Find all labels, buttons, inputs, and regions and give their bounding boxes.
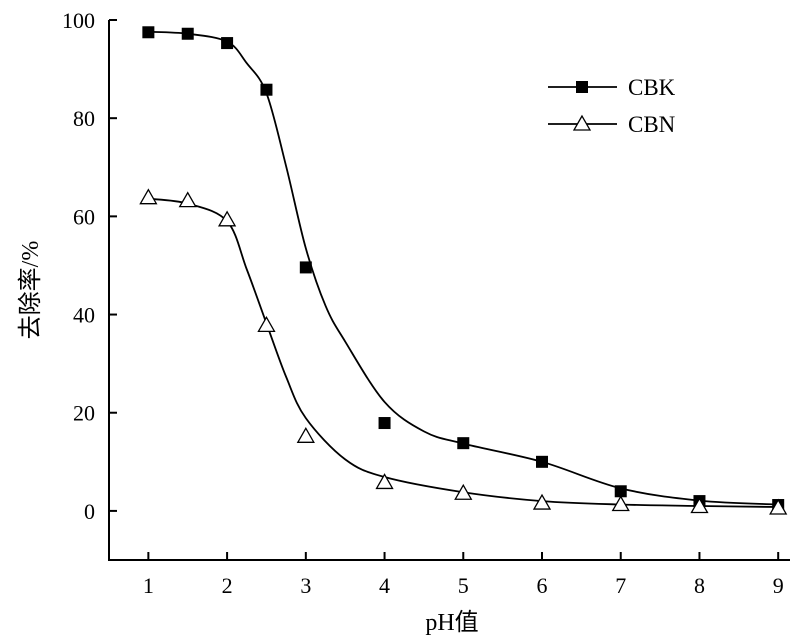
data-point-cbk	[299, 261, 312, 274]
x-tick-label: 2	[222, 573, 233, 598]
data-point-cbn	[257, 316, 276, 332]
data-point-cbn	[139, 188, 158, 205]
data-point-cbn	[375, 473, 394, 490]
data-point-cbk	[181, 27, 194, 40]
x-tick-label: 8	[694, 573, 705, 598]
y-tick-label: 60	[73, 204, 95, 229]
legend-marker-cbk	[576, 81, 588, 93]
data-point-cbn	[178, 191, 197, 208]
y-tick-label: 20	[73, 401, 95, 426]
data-point-cbk	[260, 83, 273, 96]
legend-marker-cbn	[572, 114, 592, 131]
x-tick-label: 9	[773, 573, 784, 598]
fit-curve-cbk	[148, 30, 779, 506]
data-point-cbn	[611, 495, 630, 512]
data-point-cbk	[142, 26, 155, 39]
x-tick-label: 7	[615, 573, 626, 598]
data-markers	[139, 26, 788, 515]
data-point-cbn	[690, 497, 709, 514]
data-point-cbk	[221, 37, 234, 50]
legend: CBK CBN	[548, 75, 676, 137]
data-point-cbn	[296, 426, 315, 443]
x-axis-label: pH值	[425, 609, 478, 636]
data-point-cbk	[378, 417, 391, 430]
data-point-cbn	[769, 498, 788, 515]
data-point-cbn	[454, 483, 473, 500]
data-point-cbn	[532, 493, 552, 510]
fit-curves	[148, 30, 779, 508]
data-point-cbk	[614, 485, 627, 498]
legend-label-cbn: CBN	[628, 112, 676, 137]
x-tick-label: 6	[537, 573, 548, 598]
data-point-cbk	[536, 455, 549, 468]
legend-label-cbk: CBK	[628, 75, 676, 100]
x-tick-label: 5	[458, 573, 469, 598]
x-tick-label: 4	[379, 573, 390, 598]
x-tick-label: 1	[143, 573, 154, 598]
y-tick-label: 40	[73, 303, 95, 328]
axes: 0 20 40 60 80 100 1 2 3 4 5 6 7 8 9	[62, 8, 790, 598]
x-tick-label: 3	[300, 573, 311, 598]
y-tick-label: 100	[62, 8, 95, 33]
data-point-cbk	[457, 437, 470, 450]
y-tick-label: 80	[73, 106, 95, 131]
fit-curve-cbn	[148, 197, 779, 508]
y-tick-label: 0	[84, 499, 95, 524]
data-point-cbn	[217, 210, 237, 227]
y-axis-label: 去除率/%	[17, 241, 44, 340]
